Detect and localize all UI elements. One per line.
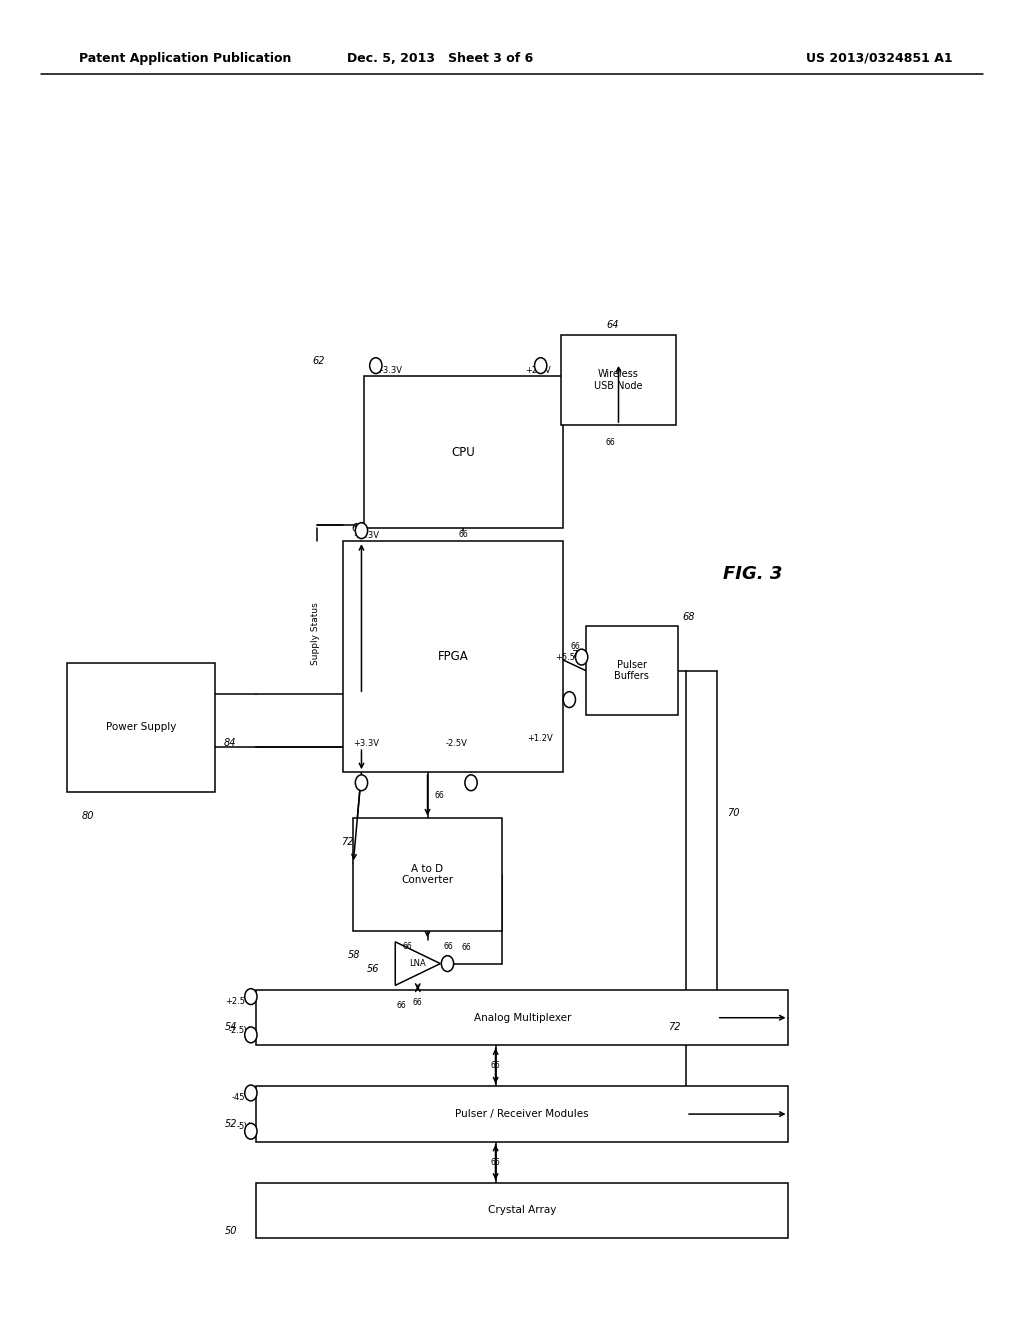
Text: 80: 80 xyxy=(82,810,94,821)
Text: 52: 52 xyxy=(225,1118,238,1129)
Bar xyxy=(364,376,563,528)
Text: Patent Application Publication: Patent Application Publication xyxy=(79,51,291,65)
Bar xyxy=(256,1086,788,1142)
Text: 66: 66 xyxy=(459,531,468,539)
Circle shape xyxy=(563,692,575,708)
Text: +3.3V: +3.3V xyxy=(353,531,379,540)
Text: LNA: LNA xyxy=(410,960,426,968)
Bar xyxy=(586,626,678,715)
Text: 72: 72 xyxy=(341,837,353,847)
Text: CPU: CPU xyxy=(452,446,475,458)
Text: Crystal Array: Crystal Array xyxy=(488,1205,556,1216)
Text: -2.5V: -2.5V xyxy=(445,739,467,748)
Text: Dec. 5, 2013   Sheet 3 of 6: Dec. 5, 2013 Sheet 3 of 6 xyxy=(347,51,534,65)
Text: Supply Status: Supply Status xyxy=(311,602,319,665)
Text: +2.0V: +2.0V xyxy=(525,366,551,375)
Text: -45V: -45V xyxy=(231,1093,251,1102)
Circle shape xyxy=(245,1123,257,1139)
Text: +3.3V: +3.3V xyxy=(353,739,379,748)
Text: 66: 66 xyxy=(490,1061,501,1071)
Text: +2.5V: +2.5V xyxy=(225,997,251,1006)
Circle shape xyxy=(355,523,368,539)
Circle shape xyxy=(245,1085,257,1101)
Text: 66: 66 xyxy=(402,942,412,950)
Text: 66: 66 xyxy=(413,998,423,1007)
Polygon shape xyxy=(395,942,440,985)
Text: 66: 66 xyxy=(435,791,444,800)
Text: +1.2V: +1.2V xyxy=(527,734,553,743)
Text: Power Supply: Power Supply xyxy=(105,722,176,733)
Text: Wireless
USB Node: Wireless USB Node xyxy=(594,370,643,391)
Circle shape xyxy=(535,358,547,374)
Text: Analog Multiplexer: Analog Multiplexer xyxy=(473,1012,571,1023)
Text: Pulser
Buffers: Pulser Buffers xyxy=(614,660,649,681)
Text: 66: 66 xyxy=(461,944,471,952)
Text: 54: 54 xyxy=(225,1022,238,1032)
Text: 66: 66 xyxy=(396,1002,407,1010)
Text: 62: 62 xyxy=(312,355,325,366)
Text: A to D
Converter: A to D Converter xyxy=(401,863,454,886)
Circle shape xyxy=(355,775,368,791)
Text: 68: 68 xyxy=(682,611,694,622)
Text: -2.5V: -2.5V xyxy=(229,1026,251,1035)
Text: 58: 58 xyxy=(348,949,360,960)
Bar xyxy=(561,335,676,425)
Circle shape xyxy=(465,775,477,791)
Text: +5.5V: +5.5V xyxy=(555,652,581,661)
Bar xyxy=(353,818,502,931)
Text: 66: 66 xyxy=(490,1158,501,1167)
Text: 70: 70 xyxy=(727,808,739,818)
Text: FIG. 3: FIG. 3 xyxy=(723,565,782,583)
Bar xyxy=(67,663,215,792)
Text: 64: 64 xyxy=(606,319,618,330)
Text: 66: 66 xyxy=(605,438,615,446)
Text: 50: 50 xyxy=(225,1225,238,1236)
Bar xyxy=(256,990,788,1045)
Circle shape xyxy=(575,649,588,665)
Text: +3.3V: +3.3V xyxy=(376,366,401,375)
Text: US 2013/0324851 A1: US 2013/0324851 A1 xyxy=(806,51,952,65)
Text: 66: 66 xyxy=(570,643,581,651)
Bar xyxy=(343,541,563,772)
Text: 60: 60 xyxy=(351,523,364,533)
Text: FPGA: FPGA xyxy=(437,651,469,663)
Text: 56: 56 xyxy=(367,964,379,974)
Text: 72: 72 xyxy=(668,1022,680,1032)
Text: 84: 84 xyxy=(223,738,236,748)
Text: 66: 66 xyxy=(443,942,453,950)
Text: Pulser / Receiver Modules: Pulser / Receiver Modules xyxy=(456,1109,589,1119)
Circle shape xyxy=(370,358,382,374)
Text: -5V: -5V xyxy=(237,1122,251,1131)
Circle shape xyxy=(441,956,454,972)
Text: 72: 72 xyxy=(571,649,584,660)
Bar xyxy=(256,1183,788,1238)
Circle shape xyxy=(245,989,257,1005)
Circle shape xyxy=(245,1027,257,1043)
